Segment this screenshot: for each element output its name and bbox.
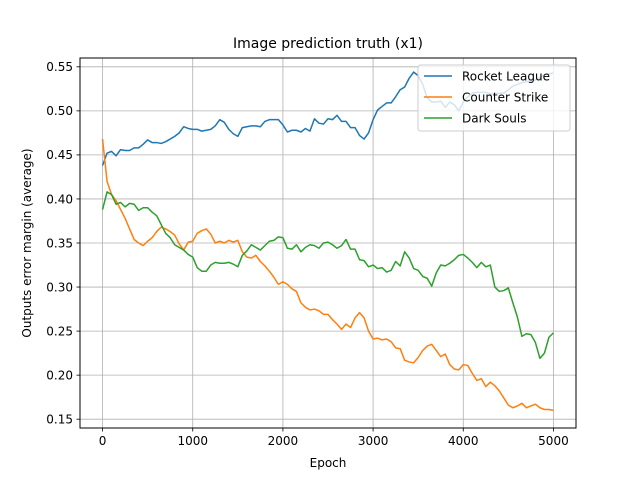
y-tick-label: 0.20 xyxy=(46,368,73,382)
x-tick-label: 5000 xyxy=(538,434,569,448)
y-tick-label: 0.35 xyxy=(46,236,73,250)
legend-label-dark-souls: Dark Souls xyxy=(462,111,526,125)
x-tick-label: 0 xyxy=(99,434,107,448)
axis-ticks: 0 1000 2000 3000 4000 5000 0.15 0.20 0.25 0.30 0.3… xyxy=(46,60,568,448)
y-tick-label: 0.30 xyxy=(46,280,73,294)
legend-box xyxy=(417,64,571,132)
y-tick-label: 0.45 xyxy=(46,148,73,162)
x-tick-label: 2000 xyxy=(268,434,299,448)
y-tick-label: 0.50 xyxy=(46,104,73,118)
legend-label-counter-strike: Counter Strike xyxy=(462,90,548,104)
y-tick-label: 0.25 xyxy=(46,324,73,338)
x-axis-title: Epoch xyxy=(310,456,347,470)
series-line-counter-strike xyxy=(101,138,554,412)
x-tick-label: 3000 xyxy=(358,434,389,448)
series-line-dark-souls xyxy=(101,191,554,360)
y-axis-title: Outputs error margin (average) xyxy=(20,148,34,337)
x-tick-label: 4000 xyxy=(448,434,479,448)
x-tick-label: 1000 xyxy=(177,434,208,448)
y-tick-label: 0.55 xyxy=(46,60,73,74)
chart-title: Image prediction truth (x1) xyxy=(233,36,423,52)
grid xyxy=(80,58,576,428)
y-tick-label: 0.15 xyxy=(46,412,73,426)
legend-label-rocket-league: Rocket League xyxy=(462,69,550,83)
y-tick-label: 0.40 xyxy=(46,192,73,206)
legend: Rocket League Counter Strike Dark Souls xyxy=(417,64,571,132)
